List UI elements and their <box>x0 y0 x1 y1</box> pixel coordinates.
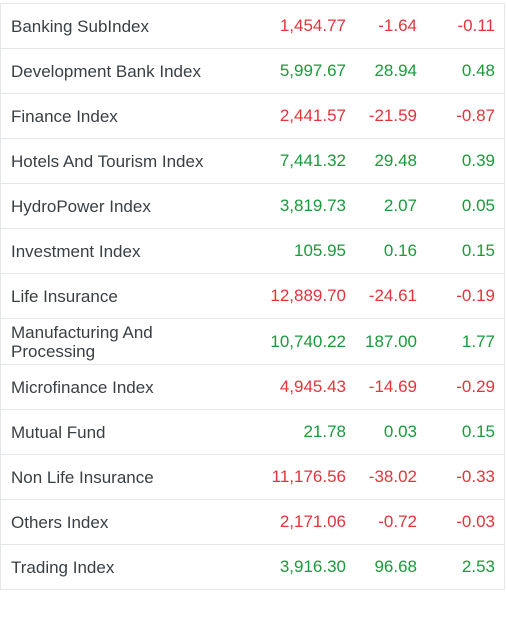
table-row[interactable]: Investment Index 105.95 0.16 0.15 <box>1 229 504 274</box>
index-name[interactable]: HydroPower Index <box>11 196 151 216</box>
index-name[interactable]: Mutual Fund <box>11 422 106 442</box>
index-value: 11,176.56 <box>271 467 346 486</box>
index-change: -38.02 <box>368 467 417 486</box>
table-row[interactable]: Others Index 2,171.06 -0.72 -0.03 <box>1 500 504 545</box>
index-change: -1.64 <box>378 16 417 35</box>
index-percent-change: -0.11 <box>457 16 496 35</box>
index-change: -21.59 <box>368 106 417 125</box>
table-row[interactable]: Life Insurance 12,889.70 -24.61 -0.19 <box>1 274 504 319</box>
index-percent-change: 0.15 <box>461 241 495 260</box>
index-change: 29.48 <box>374 151 417 170</box>
table-row[interactable]: Hotels And Tourism Index 7,441.32 29.48 … <box>1 139 504 184</box>
index-value: 2,441.57 <box>279 106 346 125</box>
index-percent-change: -0.29 <box>456 377 495 396</box>
sector-index-table: Banking SubIndex 1,454.77 -1.64 -0.11 De… <box>0 3 505 590</box>
index-percent-change: -0.19 <box>456 286 495 305</box>
index-value: 7,441.32 <box>279 151 346 170</box>
index-value: 105.95 <box>294 241 346 260</box>
index-value: 10,740.22 <box>270 331 346 351</box>
index-name[interactable]: Trading Index <box>11 557 115 577</box>
index-value: 1,454.77 <box>279 16 346 35</box>
table-row[interactable]: Microfinance Index 4,945.43 -14.69 -0.29 <box>1 365 504 410</box>
index-value: 4,945.43 <box>279 377 346 396</box>
index-percent-change: -0.87 <box>456 106 495 125</box>
table-row[interactable]: Trading Index 3,916.30 96.68 2.53 <box>1 545 504 590</box>
index-change: 187.00 <box>365 331 417 351</box>
index-name[interactable]: Development Bank Index <box>11 61 201 81</box>
index-percent-change: 2.53 <box>461 557 495 576</box>
index-percent-change: 0.15 <box>461 422 495 441</box>
index-name[interactable]: Investment Index <box>11 241 141 261</box>
table-row[interactable]: Finance Index 2,441.57 -21.59 -0.87 <box>1 94 504 139</box>
index-name[interactable]: Non Life Insurance <box>11 467 154 487</box>
index-value: 3,819.73 <box>279 196 346 215</box>
table-row[interactable]: Mutual Fund 21.78 0.03 0.15 <box>1 410 504 455</box>
index-name[interactable]: Hotels And Tourism Index <box>11 151 204 171</box>
index-change: 0.03 <box>383 422 417 441</box>
index-name[interactable]: Microfinance Index <box>11 377 154 397</box>
index-change: 2.07 <box>383 196 417 215</box>
index-percent-change: -0.03 <box>456 512 495 531</box>
index-change: -24.61 <box>368 286 417 305</box>
index-percent-change: 0.48 <box>461 61 495 80</box>
table-row[interactable]: HydroPower Index 3,819.73 2.07 0.05 <box>1 184 504 229</box>
index-value: 12,889.70 <box>270 286 346 305</box>
index-value: 2,171.06 <box>279 512 346 531</box>
table-row[interactable]: Non Life Insurance 11,176.56 -38.02 -0.3… <box>1 455 504 500</box>
index-name[interactable]: Others Index <box>11 512 109 532</box>
index-name[interactable]: Manufacturing And Processing <box>11 322 153 361</box>
index-name[interactable]: Banking SubIndex <box>11 16 149 36</box>
index-percent-change: -0.33 <box>456 467 495 486</box>
index-change: -0.72 <box>378 512 417 531</box>
index-change: -14.69 <box>368 377 417 396</box>
index-value: 3,916.30 <box>279 557 346 576</box>
index-percent-change: 1.77 <box>461 331 495 351</box>
index-percent-change: 0.39 <box>461 151 495 170</box>
index-percent-change: 0.05 <box>461 196 495 215</box>
index-name[interactable]: Finance Index <box>11 106 118 126</box>
table-row[interactable]: Banking SubIndex 1,454.77 -1.64 -0.11 <box>1 4 504 49</box>
index-change: 0.16 <box>383 241 417 260</box>
table-row[interactable]: Development Bank Index 5,997.67 28.94 0.… <box>1 49 504 94</box>
table-row[interactable]: Manufacturing And Processing 10,740.22 1… <box>1 319 504 365</box>
index-name[interactable]: Life Insurance <box>11 286 118 306</box>
index-change: 28.94 <box>374 61 417 80</box>
index-value: 21.78 <box>303 422 346 441</box>
index-change: 96.68 <box>374 557 417 576</box>
index-value: 5,997.67 <box>279 61 346 80</box>
